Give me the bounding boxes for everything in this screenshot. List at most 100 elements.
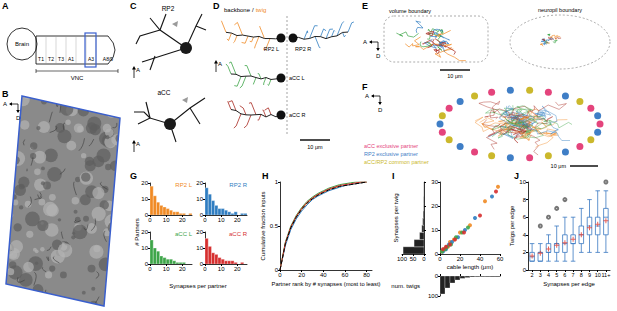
svg-text:4: 4	[523, 232, 527, 238]
svg-text:0: 0	[148, 266, 152, 272]
svg-text:10: 10	[196, 196, 203, 202]
svg-text:20: 20	[179, 266, 186, 272]
svg-text:20: 20	[141, 180, 148, 186]
svg-text:F: F	[362, 82, 368, 92]
svg-text:0: 0	[203, 266, 207, 272]
svg-text:Cumulative fraction inputs: Cumulative fraction inputs	[260, 191, 266, 260]
svg-text:20: 20	[196, 180, 203, 186]
svg-text:0: 0	[422, 256, 426, 262]
svg-text:RP2 L: RP2 L	[264, 46, 279, 52]
svg-text:20: 20	[431, 203, 438, 209]
svg-text:20: 20	[179, 217, 186, 223]
svg-text:Synapses per edge: Synapses per edge	[543, 281, 595, 287]
svg-text:H: H	[262, 171, 269, 181]
svg-text:100: 100	[397, 256, 408, 262]
svg-text:2: 2	[531, 272, 534, 278]
svg-text:backbone/twig: backbone/twig	[224, 7, 266, 13]
svg-text:4: 4	[547, 272, 550, 278]
svg-text:9: 9	[588, 272, 591, 278]
svg-text:3: 3	[539, 272, 542, 278]
svg-text:7: 7	[572, 272, 575, 278]
svg-text:neuropil boundary: neuropil boundary	[538, 7, 582, 13]
svg-text:Synapses per partner: Synapses per partner	[169, 283, 226, 289]
svg-text:Twigs per edge: Twigs per edge	[509, 205, 515, 246]
svg-text:100: 100	[428, 293, 439, 299]
svg-text:10: 10	[431, 227, 438, 233]
svg-text:aCC R: aCC R	[289, 112, 306, 118]
svg-text:11+: 11+	[601, 272, 610, 278]
svg-text:cable length (μm): cable length (μm)	[447, 264, 493, 270]
svg-text:20: 20	[196, 229, 203, 235]
svg-text:10: 10	[141, 245, 148, 251]
svg-text:A: A	[363, 39, 367, 45]
svg-text:60: 60	[342, 272, 349, 278]
svg-text:I: I	[392, 171, 395, 181]
svg-text:RP2 L: RP2 L	[175, 182, 192, 188]
svg-text:D: D	[16, 115, 21, 121]
svg-text:D: D	[376, 53, 381, 59]
svg-text:Partner rank by # synapses (mo: Partner rank by # synapses (most to leas…	[272, 281, 381, 287]
svg-text:VNC: VNC	[71, 75, 84, 81]
svg-text:0: 0	[278, 272, 282, 278]
svg-text:RP2: RP2	[162, 5, 175, 12]
svg-text:20: 20	[234, 266, 241, 272]
svg-text:40: 40	[477, 256, 484, 262]
svg-text:A: A	[136, 141, 140, 147]
svg-text:A: A	[136, 67, 140, 73]
svg-text:num. twigs: num. twigs	[391, 283, 420, 289]
svg-text:aCC exclusive partner: aCC exclusive partner	[364, 143, 418, 149]
svg-text:aCC: aCC	[157, 89, 170, 96]
svg-text:E: E	[362, 1, 368, 11]
svg-text:8: 8	[523, 197, 527, 203]
svg-text:10: 10	[519, 179, 526, 185]
svg-text:A3: A3	[88, 56, 94, 62]
svg-text:0.5: 0.5	[270, 223, 279, 229]
svg-text:0: 0	[148, 217, 152, 223]
svg-text:aCC/RP2 common partner: aCC/RP2 common partner	[364, 159, 429, 165]
svg-text:10 μm: 10 μm	[551, 163, 567, 169]
svg-text:RP2 exclusive partner: RP2 exclusive partner	[364, 151, 418, 157]
svg-text:10 μm: 10 μm	[307, 144, 323, 150]
svg-text:10: 10	[141, 196, 148, 202]
svg-text:A: A	[365, 93, 369, 99]
svg-text:B: B	[2, 89, 9, 99]
svg-text:30: 30	[431, 179, 438, 185]
svg-text:aCC L: aCC L	[175, 231, 193, 237]
svg-text:10: 10	[218, 217, 225, 223]
svg-text:50: 50	[410, 256, 417, 262]
svg-text:20: 20	[457, 256, 464, 262]
svg-text:20: 20	[141, 229, 148, 235]
svg-text:RP2 R: RP2 R	[295, 46, 311, 52]
svg-text:5: 5	[555, 272, 558, 278]
svg-text:T2: T2	[48, 56, 54, 62]
svg-text:10: 10	[163, 217, 170, 223]
svg-text:G: G	[130, 171, 137, 181]
svg-text:0: 0	[438, 256, 442, 262]
svg-text:Synapses per twig: Synapses per twig	[393, 193, 399, 242]
svg-text:A1: A1	[68, 56, 74, 62]
svg-text:RP2 R: RP2 R	[229, 182, 247, 188]
svg-text:2: 2	[523, 249, 527, 255]
svg-text:C: C	[130, 1, 137, 11]
svg-text:# Partners: # Partners	[134, 218, 140, 246]
svg-text:1: 1	[275, 179, 279, 185]
svg-text:10: 10	[196, 245, 203, 251]
svg-text:80: 80	[363, 272, 370, 278]
svg-text:40: 40	[320, 272, 327, 278]
svg-text:0: 0	[523, 267, 527, 273]
svg-text:T1: T1	[38, 56, 44, 62]
svg-text:volume boundary: volume boundary	[389, 8, 431, 14]
svg-text:aCC L: aCC L	[289, 75, 305, 81]
svg-text:A: A	[3, 101, 7, 107]
svg-text:A: A	[2, 1, 9, 11]
svg-text:8: 8	[580, 272, 583, 278]
svg-text:6: 6	[563, 272, 566, 278]
svg-text:20: 20	[234, 217, 241, 223]
svg-text:10: 10	[218, 266, 225, 272]
svg-text:10 μm: 10 μm	[447, 73, 463, 79]
svg-text:6: 6	[523, 214, 527, 220]
svg-text:20: 20	[298, 272, 305, 278]
svg-text:D: D	[213, 1, 220, 11]
svg-text:A: A	[218, 61, 222, 67]
svg-text:10: 10	[595, 272, 601, 278]
